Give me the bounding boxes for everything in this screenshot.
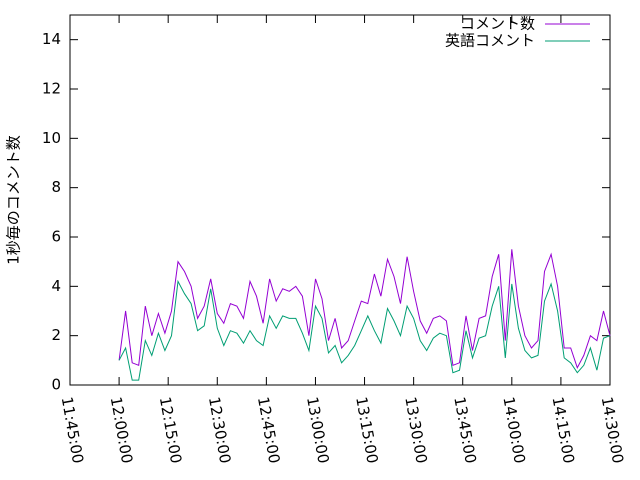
y-tick-label: 4 xyxy=(51,277,61,295)
x-tick-label: 14:15:00 xyxy=(549,395,578,464)
x-tick-label: 11:45:00 xyxy=(58,395,87,464)
x-tick-label: 13:15:00 xyxy=(352,395,381,464)
x-tick-label: 13:30:00 xyxy=(401,395,430,464)
series-line xyxy=(118,249,611,369)
legend-label: 英語コメント xyxy=(445,32,535,50)
y-tick-label: 2 xyxy=(51,326,61,344)
y-tick-label: 14 xyxy=(42,30,61,48)
x-tick-label: 12:30:00 xyxy=(205,395,234,464)
x-tick-label: 13:45:00 xyxy=(450,395,479,464)
x-tick-label: 13:00:00 xyxy=(303,395,332,464)
legend-label: コメント数 xyxy=(460,15,535,33)
x-tick-label: 12:00:00 xyxy=(107,395,136,464)
y-tick-label: 10 xyxy=(42,129,61,147)
series-line xyxy=(118,279,611,381)
plot-border xyxy=(69,14,611,386)
y-tick-label: 12 xyxy=(42,80,61,98)
x-tick-label: 12:45:00 xyxy=(254,395,283,464)
y-axis-label: 1秒毎のコメント数 xyxy=(5,135,23,265)
x-tick-label: 14:30:00 xyxy=(598,395,627,464)
x-tick-label: 14:00:00 xyxy=(499,395,528,464)
y-tick-label: 0 xyxy=(51,376,61,394)
y-tick-label: 6 xyxy=(51,228,61,246)
x-tick-label: 12:15:00 xyxy=(156,395,185,464)
y-tick-label: 8 xyxy=(51,178,61,196)
